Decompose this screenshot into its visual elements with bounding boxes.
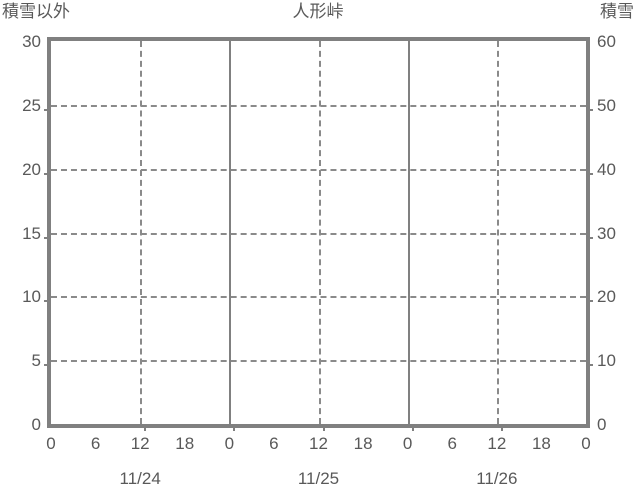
x-axis-hour-label: 0 (581, 434, 591, 453)
y-axis-left-tick (44, 108, 51, 111)
day-boundary-line (229, 41, 232, 424)
right-axis-caption: 積雪 (600, 2, 634, 21)
x-axis-date-label: 11/25 (297, 469, 340, 488)
y-axis-left-tick (44, 364, 51, 367)
vertical-gridline (318, 41, 321, 424)
y-axis-left-tick-label: 0 (31, 415, 41, 434)
y-axis-right-tick (586, 108, 593, 111)
x-axis-date-label: 11/24 (119, 469, 161, 488)
x-axis-tick (144, 424, 147, 431)
x-axis-hour-label: 6 (90, 434, 101, 453)
y-axis-right-tick-label: 40 (597, 159, 616, 179)
y-axis-right-tick-label: 60 (597, 32, 616, 51)
x-axis-date-labels: 11/24 11/25 11/26 (0, 468, 636, 496)
x-axis-tick (500, 424, 503, 431)
y-axis-right-tick (586, 300, 593, 303)
y-axis-right-labels: 0 10 20 30 40 50 60 (597, 33, 636, 433)
y-axis-right-tick-label: 30 (597, 223, 616, 243)
x-axis-hour-label: 18 (531, 434, 551, 453)
x-axis-hour-label: 12 (487, 434, 507, 453)
x-axis-tick (233, 424, 236, 431)
plot-inner (51, 41, 586, 424)
vertical-gridline (496, 41, 499, 424)
x-axis-hour-labels: 0 6 12 18 0 6 12 18 0 6 12 18 0 (0, 434, 636, 458)
left-axis-caption: 積雪以外 (2, 2, 70, 21)
x-axis-hour-label: 18 (175, 434, 195, 453)
plot-area (44, 37, 593, 431)
day-boundary-line (407, 41, 410, 424)
y-axis-right-tick-label: 50 (597, 95, 616, 115)
y-axis-left-tick-label: 30 (22, 32, 41, 51)
x-axis-hour-label: 6 (269, 434, 279, 453)
y-axis-right-tick (586, 364, 593, 367)
chart-title: 人形峠 (292, 2, 344, 21)
x-axis-tick (322, 424, 325, 431)
y-axis-left-tick-label: 5 (31, 351, 41, 371)
y-axis-left-labels: 0 5 10 15 20 25 30 (0, 33, 41, 433)
y-axis-left-tick-label: 20 (22, 159, 41, 179)
vertical-gridline (140, 41, 143, 424)
x-axis-hour-label: 12 (309, 434, 328, 453)
x-axis-hour-label: 0 (224, 434, 235, 453)
y-axis-right-tick-label: 10 (597, 351, 616, 371)
x-axis-hour-label: 0 (402, 434, 413, 453)
y-axis-left-tick (44, 236, 51, 239)
y-axis-left-tick-label: 15 (22, 223, 41, 243)
x-axis-tick (411, 424, 414, 431)
x-axis-date-label: 11/26 (476, 469, 518, 488)
y-axis-left-tick-label: 25 (22, 95, 41, 115)
y-axis-right-tick-label: 0 (597, 415, 607, 434)
y-axis-left-tick (44, 300, 51, 303)
y-axis-right-tick-label: 20 (597, 287, 616, 307)
y-axis-left-tick (44, 172, 51, 175)
x-axis-hour-label: 18 (353, 434, 373, 453)
x-axis-hour-label: 6 (447, 434, 457, 453)
y-axis-right-tick (586, 172, 593, 175)
x-axis-hour-label: 12 (130, 434, 150, 453)
y-axis-left-tick-label: 10 (22, 287, 41, 307)
x-axis-hour-label: 0 (46, 434, 56, 453)
y-axis-right-tick (586, 236, 593, 239)
